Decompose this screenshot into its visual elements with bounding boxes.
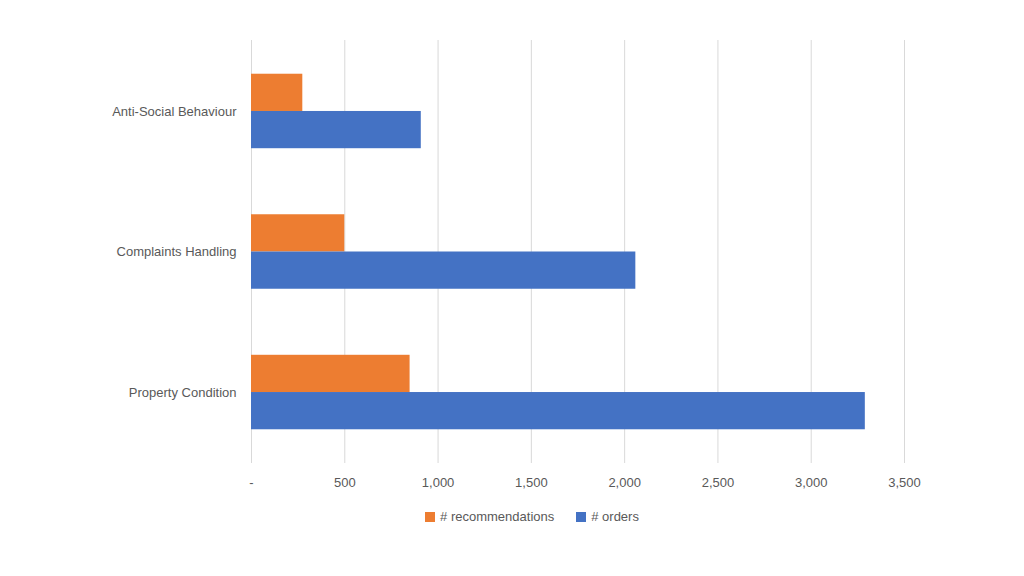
svg-text:1,500: 1,500 [515, 475, 548, 490]
html-text:# orders: # orders [591, 509, 639, 524]
svg-text:3,500: 3,500 [888, 475, 921, 490]
svg-text:Complaints Handling: Complaints Handling [117, 244, 237, 259]
svg-text:-: - [249, 475, 253, 490]
svg-text:Property Condition: Property Condition [129, 385, 237, 400]
svg-text:1,000: 1,000 [422, 475, 455, 490]
svg-text:500: 500 [334, 475, 356, 490]
svg-text:2,500: 2,500 [702, 475, 735, 490]
svg-text:3,000: 3,000 [795, 475, 828, 490]
svg-text:2,000: 2,000 [608, 475, 641, 490]
html-text:# recommendations: # recommendations [440, 509, 555, 524]
svg-text:Anti-Social Behaviour: Anti-Social Behaviour [112, 104, 237, 119]
